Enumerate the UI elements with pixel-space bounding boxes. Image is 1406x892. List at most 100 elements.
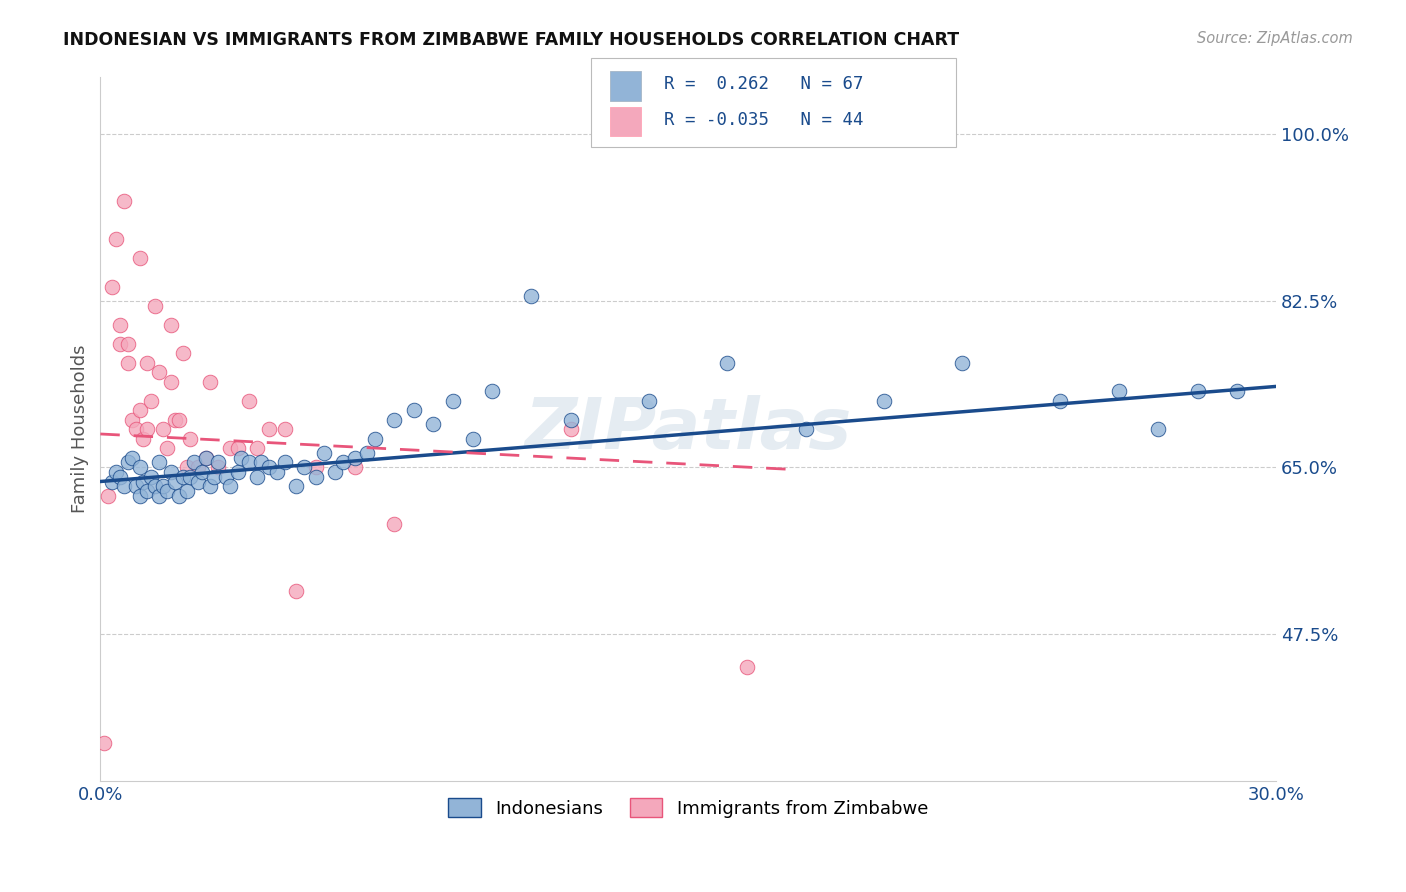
Point <box>246 469 269 483</box>
Text: Source: ZipAtlas.com: Source: ZipAtlas.com <box>1197 31 1353 46</box>
Point <box>344 460 367 475</box>
Point <box>481 384 503 399</box>
Point <box>305 460 328 475</box>
Point <box>195 450 218 465</box>
Point <box>198 375 221 389</box>
Point <box>124 479 146 493</box>
Point <box>226 465 249 479</box>
Text: R = -0.035   N = 44: R = -0.035 N = 44 <box>664 111 863 128</box>
Point <box>195 450 218 465</box>
Text: R =  0.262   N = 67: R = 0.262 N = 67 <box>664 75 863 93</box>
Point <box>285 583 308 598</box>
Point <box>163 413 186 427</box>
Point <box>101 475 124 489</box>
Point <box>207 460 229 475</box>
Point <box>363 432 385 446</box>
Point <box>231 450 253 465</box>
Point <box>121 450 143 465</box>
Legend: Indonesians, Immigrants from Zimbabwe: Indonesians, Immigrants from Zimbabwe <box>441 790 935 825</box>
Point <box>356 446 378 460</box>
Point <box>160 375 183 389</box>
Point <box>152 479 174 493</box>
Point <box>148 455 170 469</box>
Point <box>560 422 582 436</box>
Point <box>163 475 186 489</box>
Point <box>226 442 249 456</box>
Point <box>198 479 221 493</box>
Point <box>160 318 183 332</box>
Point <box>273 422 295 436</box>
Point <box>1187 384 1209 399</box>
Point <box>461 432 484 446</box>
Point <box>218 479 240 493</box>
Point <box>207 455 229 469</box>
Point <box>128 403 150 417</box>
Point <box>520 289 543 303</box>
Point <box>179 432 201 446</box>
Point <box>441 393 464 408</box>
Point <box>143 299 166 313</box>
Point <box>873 393 896 408</box>
Point <box>250 455 273 469</box>
Point <box>108 336 131 351</box>
Point <box>148 489 170 503</box>
Y-axis label: Family Households: Family Households <box>72 345 89 514</box>
Point <box>128 489 150 503</box>
Point <box>191 465 214 479</box>
Point <box>312 446 335 460</box>
Point <box>132 475 155 489</box>
Point <box>735 660 758 674</box>
Point <box>141 393 163 408</box>
Point <box>1049 393 1071 408</box>
Point <box>215 469 238 483</box>
Point <box>305 469 328 483</box>
Point <box>218 442 240 456</box>
Point <box>136 422 159 436</box>
Text: ZIPatlas: ZIPatlas <box>524 395 852 464</box>
Point <box>148 365 170 379</box>
Point <box>560 413 582 427</box>
Point <box>124 422 146 436</box>
Point <box>257 422 280 436</box>
Point <box>105 465 128 479</box>
Point <box>325 465 347 479</box>
Point <box>172 469 194 483</box>
Point <box>292 460 315 475</box>
Point <box>121 413 143 427</box>
Point <box>141 469 163 483</box>
Point <box>117 356 139 370</box>
Point <box>167 413 190 427</box>
Point <box>266 465 288 479</box>
Point <box>143 479 166 493</box>
Point <box>156 442 179 456</box>
Point <box>156 483 179 498</box>
Point <box>179 469 201 483</box>
Point <box>238 455 260 469</box>
Point <box>344 450 367 465</box>
Point <box>176 483 198 498</box>
Point <box>160 465 183 479</box>
Point <box>1226 384 1249 399</box>
Point <box>152 422 174 436</box>
Point <box>136 483 159 498</box>
Point <box>382 517 405 532</box>
Point <box>202 469 225 483</box>
Point <box>172 346 194 360</box>
Point <box>187 460 209 475</box>
Point <box>167 489 190 503</box>
Point <box>273 455 295 469</box>
Point <box>1147 422 1170 436</box>
Point <box>112 194 135 208</box>
Point <box>108 318 131 332</box>
Point <box>117 336 139 351</box>
Point <box>108 469 131 483</box>
Point <box>132 432 155 446</box>
Point <box>183 455 205 469</box>
Point <box>187 475 209 489</box>
Point <box>1108 384 1130 399</box>
Point <box>101 279 124 293</box>
Point <box>136 356 159 370</box>
Point <box>97 489 120 503</box>
Point <box>257 460 280 475</box>
Point <box>246 442 269 456</box>
